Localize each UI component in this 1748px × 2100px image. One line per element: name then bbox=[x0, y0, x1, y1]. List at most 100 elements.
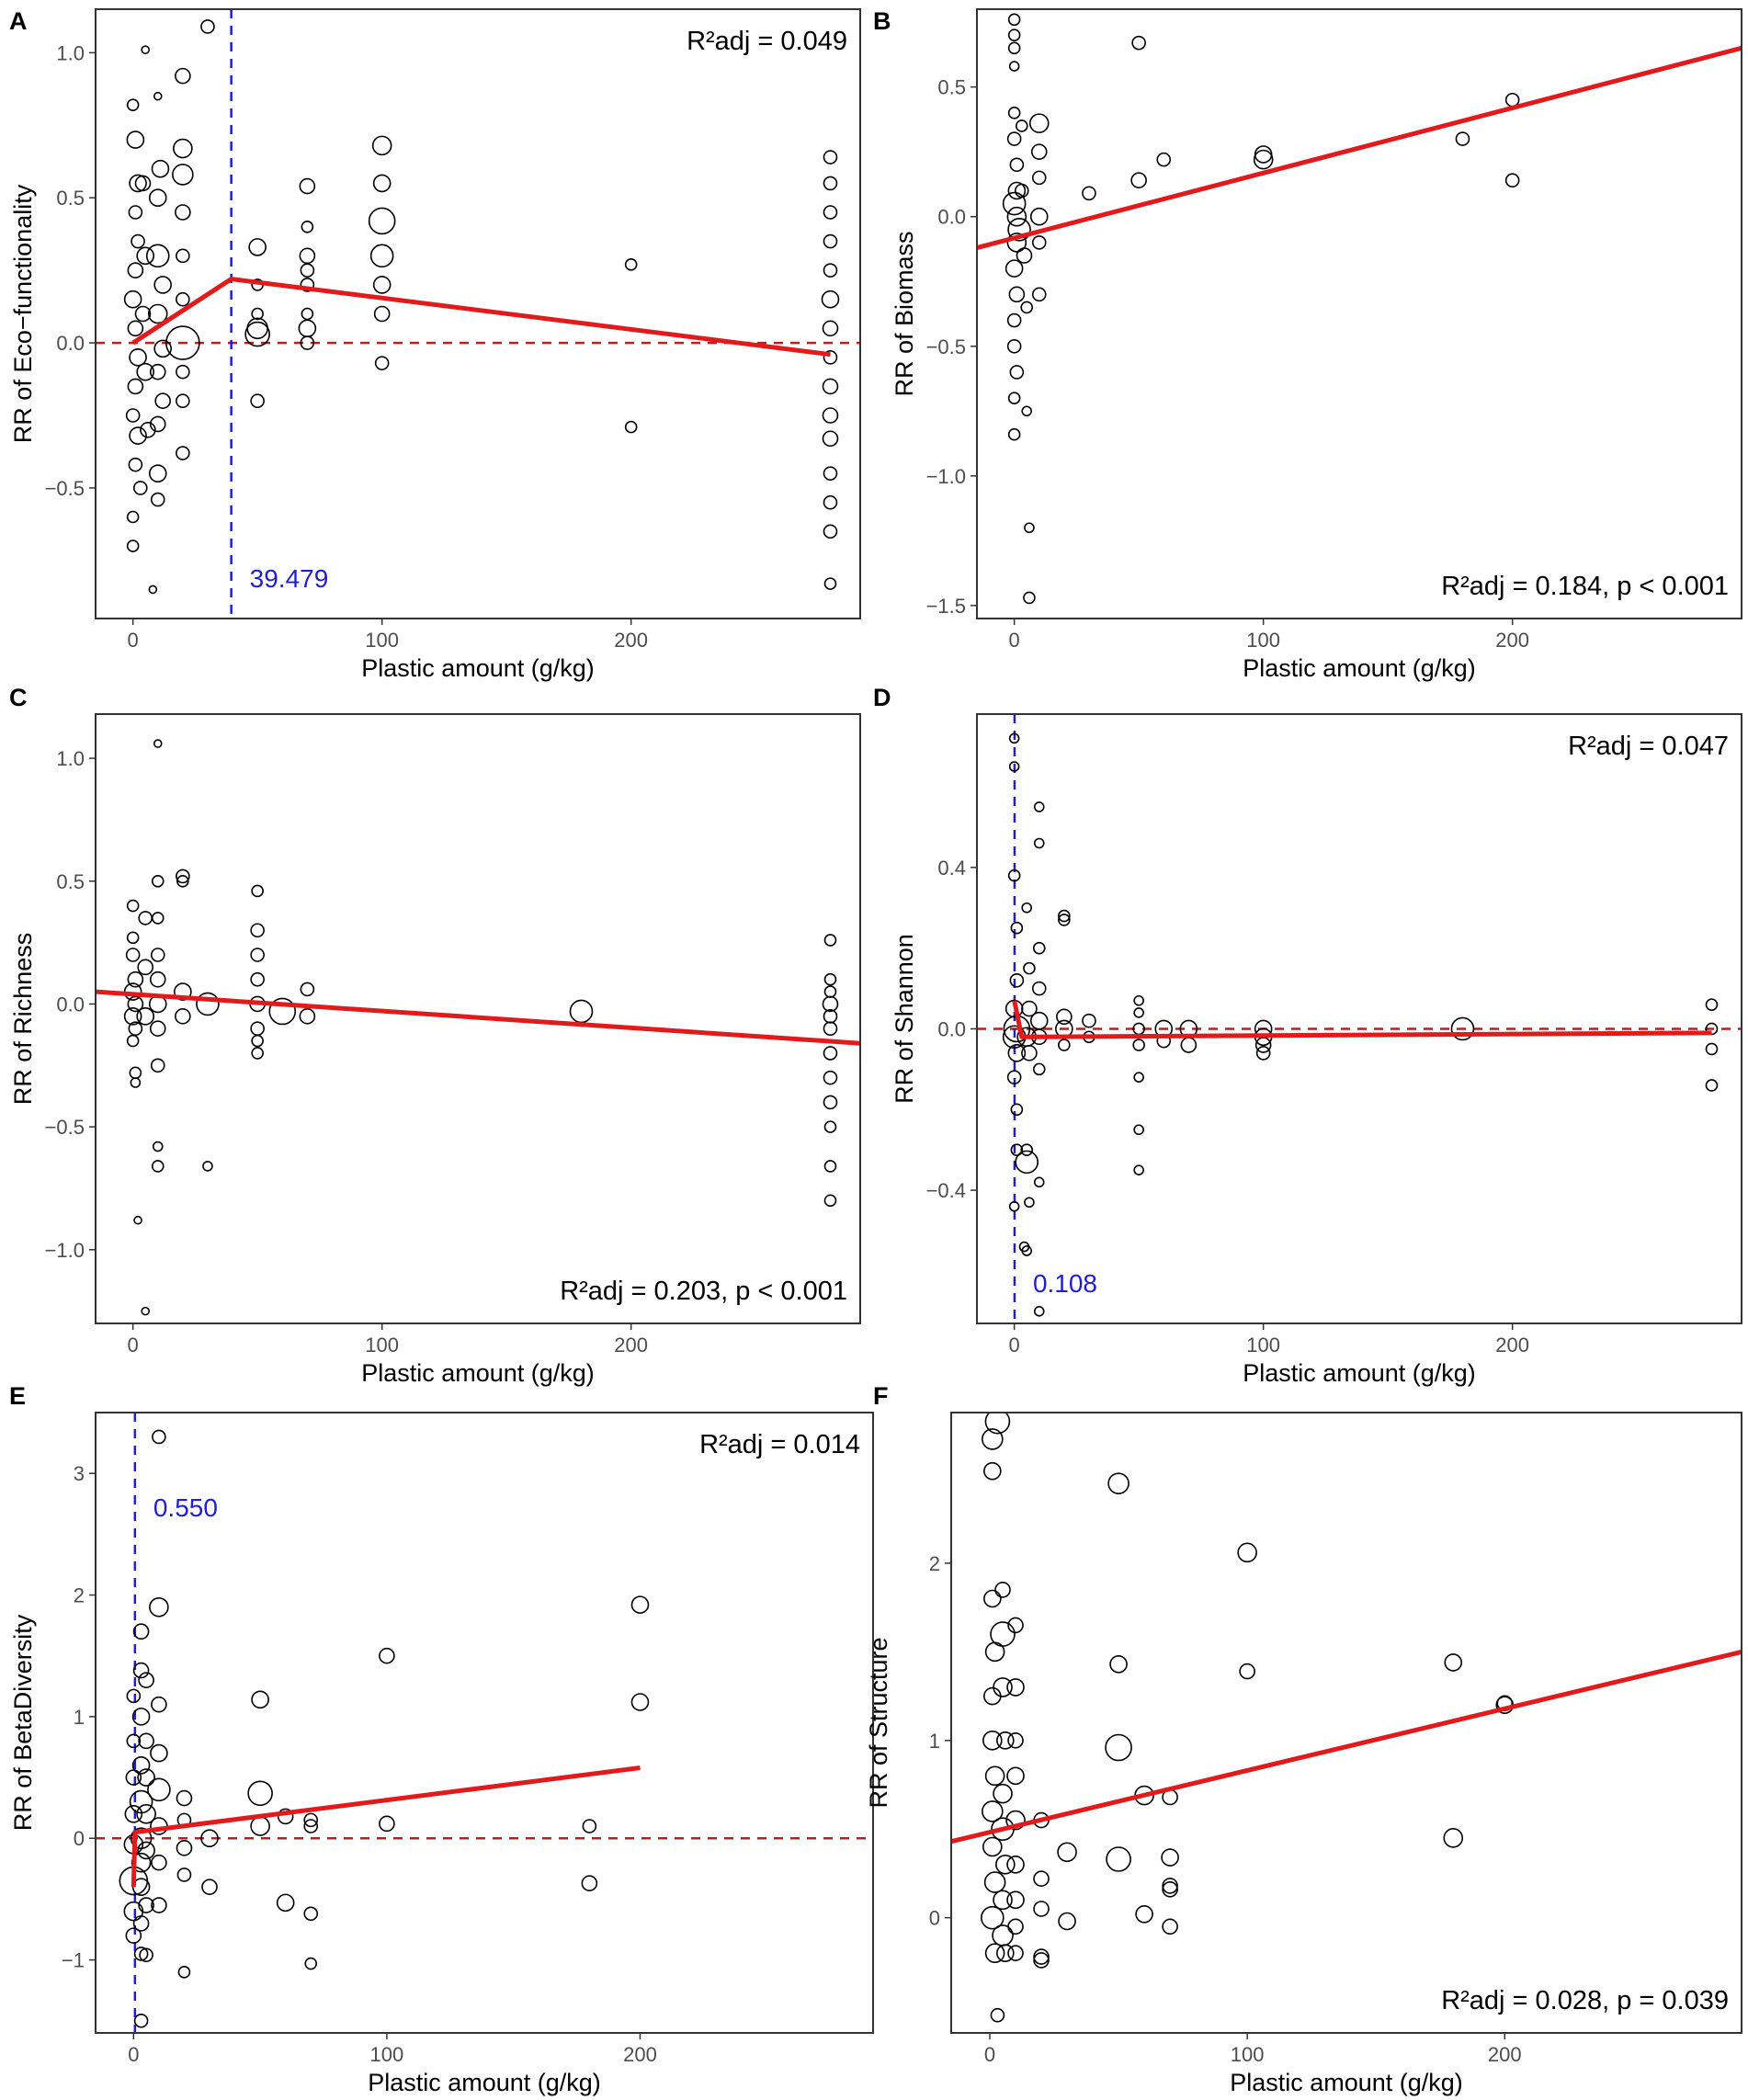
data-point-c bbox=[126, 1034, 140, 1048]
plot-area-e bbox=[96, 1413, 873, 2033]
data-point-a bbox=[172, 164, 194, 186]
data-point-c bbox=[250, 948, 265, 962]
data-point-c bbox=[136, 1007, 155, 1026]
data-point-d bbox=[1009, 972, 1025, 988]
data-point-a bbox=[126, 539, 140, 552]
data-point-b bbox=[1007, 28, 1021, 42]
panel-border-d bbox=[976, 713, 1742, 1324]
y-tick-label-c: 0.0 bbox=[56, 993, 85, 1016]
data-point-e bbox=[138, 1897, 154, 1913]
data-point-e bbox=[131, 1708, 151, 1726]
data-point-c bbox=[823, 1120, 837, 1133]
data-point-d bbox=[1024, 1197, 1035, 1209]
data-point-c bbox=[150, 1058, 165, 1073]
data-point-d bbox=[1180, 1037, 1197, 1053]
data-point-a bbox=[300, 263, 315, 278]
data-point-e bbox=[126, 1688, 142, 1704]
y-tick-label-a: −0.5 bbox=[45, 477, 85, 500]
data-point-e bbox=[133, 2013, 149, 2028]
data-point-e bbox=[176, 1789, 193, 1807]
plot-area-a bbox=[96, 9, 860, 619]
data-point-d bbox=[1010, 921, 1024, 935]
data-point-e bbox=[276, 1893, 295, 1913]
panel-letter-c: C bbox=[9, 684, 28, 711]
data-point-b bbox=[1008, 61, 1020, 72]
x-tick-label-e: 100 bbox=[370, 2043, 404, 2066]
x-axis-label-f: Plastic amount (g/kg) bbox=[1230, 2069, 1463, 2096]
data-point-f bbox=[1006, 1890, 1025, 1910]
data-point-a bbox=[823, 176, 838, 191]
data-point-c bbox=[268, 997, 297, 1026]
data-point-c bbox=[251, 1034, 264, 1048]
panel-letter-f: F bbox=[873, 1382, 889, 1410]
data-point-d bbox=[1032, 1062, 1046, 1076]
data-point-b bbox=[1029, 207, 1049, 226]
data-point-a bbox=[823, 494, 838, 510]
data-point-b bbox=[1031, 235, 1047, 250]
plot-area-f bbox=[951, 1413, 1742, 2023]
data-point-d bbox=[1033, 1176, 1045, 1188]
stat-label-b: R²adj = 0.184, p < 0.001 bbox=[1441, 572, 1729, 601]
data-point-d bbox=[1020, 1143, 1034, 1156]
y-axis-label-a: RR of Eco−functionality bbox=[9, 184, 37, 443]
data-point-a bbox=[148, 464, 167, 482]
data-point-f bbox=[1162, 1880, 1178, 1898]
data-point-c bbox=[300, 982, 315, 997]
data-point-a bbox=[822, 378, 839, 395]
data-point-d bbox=[1705, 998, 1719, 1011]
data-point-f bbox=[1007, 1945, 1024, 1962]
data-point-f bbox=[1033, 1870, 1050, 1888]
x-tick-label-d: 100 bbox=[1246, 1334, 1280, 1356]
data-point-b bbox=[1006, 312, 1022, 328]
data-point-a bbox=[127, 378, 144, 395]
data-point-a bbox=[153, 339, 172, 358]
data-point-e bbox=[151, 1696, 167, 1713]
panel-letter-b: B bbox=[873, 7, 891, 35]
data-point-a bbox=[823, 577, 837, 590]
data-point-f bbox=[994, 1582, 1011, 1598]
fit-line-a bbox=[131, 277, 831, 358]
x-tick-label-a: 0 bbox=[128, 629, 139, 652]
data-point-f bbox=[1105, 1733, 1132, 1762]
data-point-f bbox=[982, 1800, 1004, 1822]
data-point-c bbox=[823, 1070, 838, 1085]
data-point-a bbox=[301, 307, 314, 321]
breakpoint-label-a: 39.479 bbox=[250, 564, 329, 593]
data-point-c bbox=[138, 911, 153, 925]
x-tick-label-a: 100 bbox=[365, 629, 399, 652]
data-point-d bbox=[1058, 909, 1071, 923]
data-point-e bbox=[247, 1780, 273, 1807]
data-point-f bbox=[1007, 1617, 1024, 1634]
data-point-a bbox=[149, 415, 166, 433]
x-tick-label-b: 200 bbox=[1495, 629, 1529, 652]
data-point-a bbox=[148, 188, 167, 208]
data-point-b bbox=[1131, 35, 1146, 51]
x-axis-label-a: Plastic amount (g/kg) bbox=[361, 654, 595, 682]
data-point-d bbox=[1082, 1013, 1096, 1028]
y-tick-label-c: 1.0 bbox=[56, 747, 85, 770]
y-tick-label-e: 2 bbox=[74, 1584, 85, 1607]
data-point-f bbox=[1006, 1678, 1025, 1697]
data-point-d bbox=[1023, 961, 1036, 975]
data-point-e bbox=[277, 1808, 294, 1825]
data-point-b bbox=[1007, 392, 1021, 404]
data-point-d bbox=[1021, 1000, 1038, 1017]
data-point-e bbox=[630, 1693, 650, 1711]
data-point-a bbox=[173, 138, 193, 159]
data-point-c bbox=[250, 923, 265, 938]
data-point-a bbox=[300, 335, 315, 350]
data-point-a bbox=[131, 233, 145, 249]
y-tick-label-f: 0 bbox=[929, 1907, 940, 1930]
data-point-f bbox=[993, 1677, 1013, 1697]
data-point-b bbox=[1007, 13, 1021, 27]
data-point-a bbox=[821, 289, 840, 309]
x-tick-label-d: 0 bbox=[1009, 1334, 1020, 1356]
data-point-a bbox=[299, 177, 316, 195]
data-point-d bbox=[1007, 1044, 1027, 1062]
breakpoint-label-d: 0.108 bbox=[1033, 1269, 1097, 1298]
fit-line-f bbox=[951, 1649, 1742, 1845]
data-point-c bbox=[151, 912, 165, 925]
y-tick-label-e: 3 bbox=[74, 1462, 85, 1485]
data-point-e bbox=[132, 1662, 150, 1679]
x-tick-label-b: 100 bbox=[1246, 629, 1280, 652]
